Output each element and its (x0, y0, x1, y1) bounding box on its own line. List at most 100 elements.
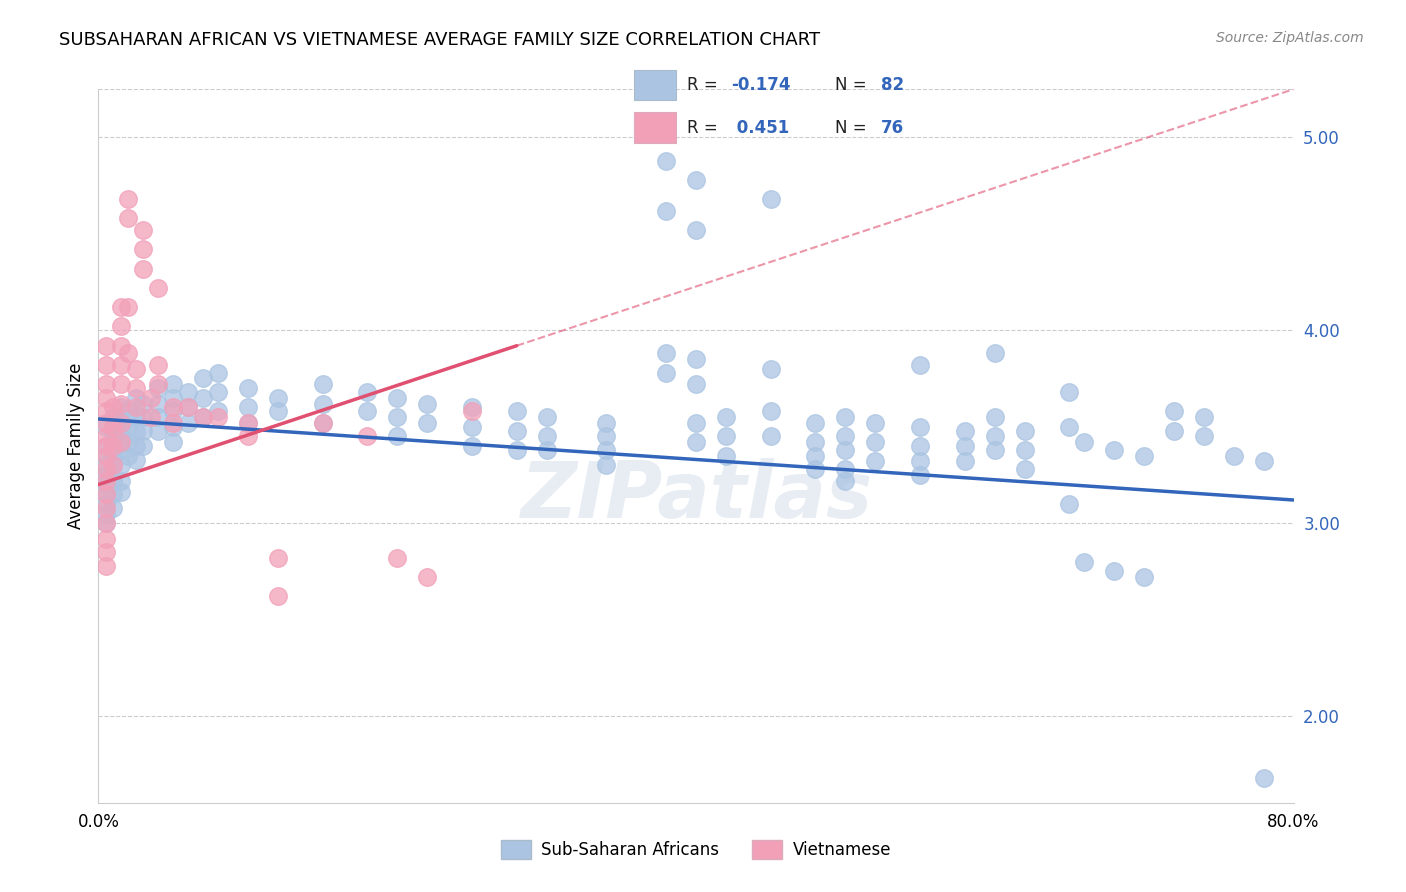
Point (94, 462, 117, 476)
Point (536, 442, 558, 457)
Point (834, 429, 856, 443)
Point (461, 404, 484, 418)
Point (865, 435, 887, 450)
Point (759, 404, 782, 418)
Point (148, 358, 170, 372)
Point (94, 545, 117, 559)
Point (385, 429, 409, 443)
Point (132, 261, 155, 276)
Point (984, 442, 1007, 457)
Point (139, 391, 162, 405)
Point (685, 352, 707, 367)
Point (655, 153, 678, 168)
Point (536, 429, 558, 443)
Point (1104, 565, 1126, 579)
Point (311, 396, 333, 410)
Point (595, 429, 617, 443)
Point (162, 416, 184, 430)
Point (834, 442, 856, 457)
Point (191, 410, 214, 425)
Point (416, 570, 439, 584)
Point (461, 419, 484, 434)
Point (267, 391, 290, 405)
Point (94, 419, 117, 434)
Point (685, 416, 707, 430)
Point (125, 401, 148, 415)
Point (148, 381, 170, 395)
Point (1133, 449, 1156, 463)
Point (125, 391, 148, 405)
Point (117, 419, 139, 434)
Point (162, 419, 184, 434)
Point (177, 401, 200, 415)
Point (685, 223, 707, 237)
Point (148, 396, 170, 410)
Point (103, 487, 125, 501)
Point (103, 401, 125, 415)
Point (103, 500, 125, 515)
Point (416, 396, 439, 410)
Point (94, 449, 117, 463)
Point (191, 410, 214, 425)
Point (132, 424, 155, 438)
Text: ZIPatlas: ZIPatlas (520, 458, 872, 534)
Point (953, 439, 976, 453)
Point (94, 558, 117, 573)
Point (148, 281, 170, 295)
Point (94, 467, 117, 482)
Point (655, 346, 678, 360)
Point (177, 384, 200, 399)
Point (148, 424, 170, 438)
Point (1192, 410, 1215, 425)
Point (236, 381, 259, 395)
Point (117, 300, 139, 314)
Point (94, 458, 117, 473)
Point (94, 391, 117, 405)
Point (1163, 404, 1185, 418)
Point (236, 401, 259, 415)
Text: N =: N = (835, 76, 872, 94)
Point (416, 416, 439, 430)
Text: 0.451: 0.451 (731, 119, 789, 136)
Point (125, 410, 148, 425)
Point (385, 550, 409, 565)
Point (908, 439, 931, 453)
Point (94, 516, 117, 530)
Point (311, 416, 333, 430)
Point (162, 391, 184, 405)
Point (94, 516, 117, 530)
Point (103, 458, 125, 473)
Text: 76: 76 (880, 119, 904, 136)
Point (94, 377, 117, 392)
Point (1014, 424, 1036, 438)
Point (110, 485, 132, 500)
Point (177, 416, 200, 430)
Point (125, 452, 148, 467)
Point (103, 474, 125, 488)
Point (132, 396, 155, 410)
Point (1253, 771, 1275, 785)
Point (1014, 442, 1036, 457)
Point (1059, 497, 1081, 511)
Point (207, 384, 229, 399)
Point (865, 416, 887, 430)
Point (685, 435, 707, 450)
Point (103, 419, 125, 434)
Point (110, 435, 132, 450)
Point (148, 410, 170, 425)
Point (236, 416, 259, 430)
Point (1253, 454, 1275, 468)
Point (110, 319, 132, 334)
Point (804, 462, 827, 476)
Point (132, 223, 155, 237)
Point (162, 401, 184, 415)
Legend: Sub-Saharan Africans, Vietnamese: Sub-Saharan Africans, Vietnamese (495, 833, 897, 866)
Point (110, 458, 132, 473)
Point (125, 425, 148, 440)
Point (714, 429, 737, 443)
Point (94, 404, 117, 418)
Point (1073, 435, 1095, 450)
Point (356, 429, 378, 443)
Point (110, 474, 132, 488)
Point (595, 442, 617, 457)
